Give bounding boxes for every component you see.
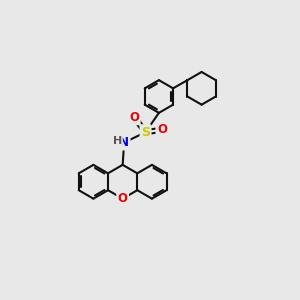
Text: O: O xyxy=(157,123,167,136)
Text: N: N xyxy=(119,136,129,149)
Text: S: S xyxy=(141,126,150,139)
Text: O: O xyxy=(118,192,128,205)
Text: O: O xyxy=(129,111,139,124)
Text: H: H xyxy=(113,136,122,146)
